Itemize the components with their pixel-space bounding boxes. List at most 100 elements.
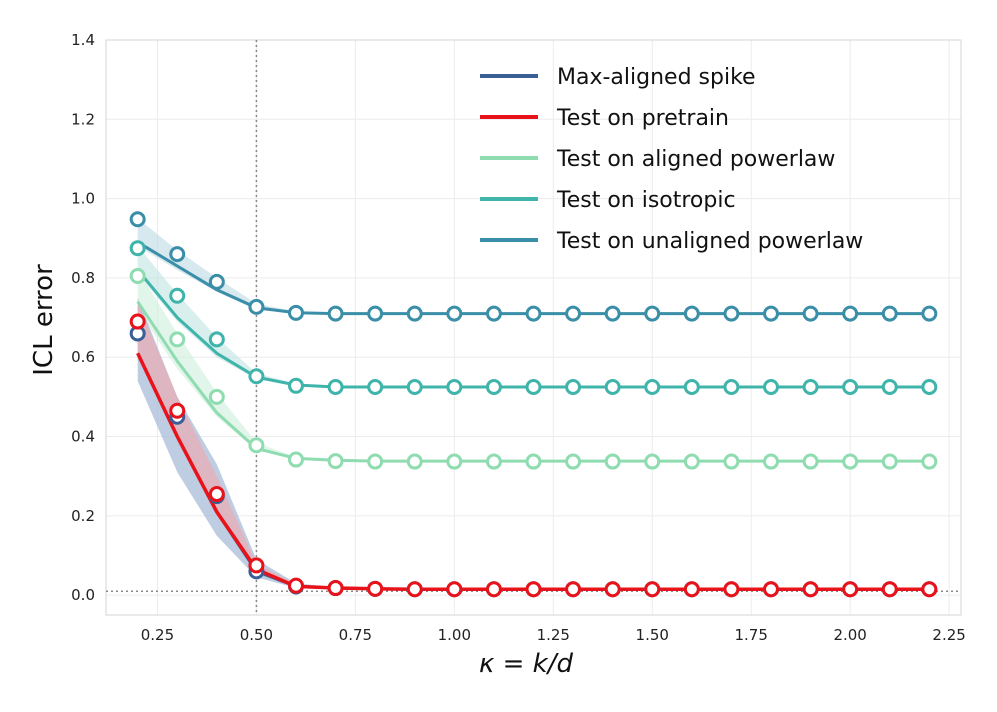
test-on-isotropic-marker xyxy=(288,377,304,394)
test-on-pretrain-marker xyxy=(921,581,938,598)
legend-label-test-on-isotropic: Test on isotropic xyxy=(556,188,736,213)
x-tick-label: 0.75 xyxy=(339,626,372,644)
test-on-unaligned-powerlaw-marker xyxy=(881,305,898,322)
test-on-pretrain-marker xyxy=(723,581,740,598)
x-tick-label: 1.00 xyxy=(438,626,471,644)
x-tick-label: 1.50 xyxy=(636,626,669,644)
test-on-pretrain-marker xyxy=(288,577,304,594)
test-on-pretrain-marker xyxy=(683,581,700,598)
test-on-aligned-powerlaw-marker xyxy=(525,453,542,470)
series-markers xyxy=(129,211,938,598)
test-on-pretrain-marker xyxy=(327,580,344,597)
test-on-unaligned-powerlaw-marker xyxy=(248,298,265,315)
test-on-pretrain-marker xyxy=(842,581,859,598)
test-on-isotropic-marker xyxy=(485,378,502,395)
test-on-pretrain-marker xyxy=(129,313,146,330)
test-on-isotropic-marker xyxy=(921,378,938,395)
test-on-pretrain-marker xyxy=(604,581,621,598)
test-on-aligned-powerlaw-marker xyxy=(248,437,265,454)
reference-lines xyxy=(106,40,961,615)
test-on-pretrain-marker xyxy=(763,581,779,598)
test-on-isotropic-marker xyxy=(248,368,265,385)
test-on-pretrain-marker xyxy=(169,402,186,419)
test-on-aligned-powerlaw-marker xyxy=(842,453,859,470)
test-on-unaligned-powerlaw-marker xyxy=(525,305,542,322)
test-on-aligned-powerlaw-marker xyxy=(763,453,779,470)
test-on-unaligned-powerlaw-marker xyxy=(367,305,384,322)
test-on-aligned-powerlaw-marker xyxy=(485,453,502,470)
test-on-aligned-powerlaw-marker xyxy=(921,453,938,470)
test-on-unaligned-powerlaw-marker xyxy=(288,304,304,321)
x-axis-label: κ = k/d xyxy=(479,649,573,679)
test-on-aligned-powerlaw-marker xyxy=(723,453,740,470)
test-on-isotropic-marker xyxy=(763,378,779,395)
test-on-unaligned-powerlaw-marker xyxy=(406,305,423,322)
test-on-unaligned-powerlaw-marker xyxy=(129,211,146,228)
test-on-pretrain-marker xyxy=(446,581,463,598)
legend-label-test-on-aligned-powerlaw: Test on aligned powerlaw xyxy=(556,147,835,172)
test-on-aligned-powerlaw-marker xyxy=(683,453,700,470)
plot-frame xyxy=(105,39,962,616)
test-on-isotropic-marker xyxy=(129,240,146,257)
test-on-aligned-powerlaw-marker xyxy=(129,267,146,284)
test-on-unaligned-powerlaw-marker xyxy=(644,305,661,322)
test-on-aligned-powerlaw-marker xyxy=(604,453,621,470)
test-on-isotropic-marker xyxy=(169,287,186,304)
test-on-aligned-powerlaw-marker xyxy=(565,453,582,470)
y-tick-label: 1.2 xyxy=(71,110,95,128)
test-on-isotropic-marker xyxy=(208,331,225,348)
test-on-isotropic-marker xyxy=(327,378,344,395)
test-on-unaligned-powerlaw-marker xyxy=(565,305,582,322)
y-tick-label: 1.4 xyxy=(71,31,95,49)
test-on-aligned-powerlaw-marker xyxy=(169,331,186,348)
test-on-pretrain-marker xyxy=(802,581,819,598)
test-on-isotropic-marker xyxy=(446,378,463,395)
x-tick-label: 1.75 xyxy=(735,626,768,644)
test-on-isotropic-marker xyxy=(683,378,700,395)
legend-label-max-aligned-spike: Max-aligned spike xyxy=(557,65,756,90)
test-on-unaligned-powerlaw-marker xyxy=(169,246,186,263)
test-on-isotropic-marker xyxy=(881,378,898,395)
test-on-unaligned-powerlaw-marker xyxy=(446,305,463,322)
test-on-pretrain-marker xyxy=(248,557,265,574)
test-on-unaligned-powerlaw-marker xyxy=(723,305,740,322)
test-on-isotropic-marker xyxy=(367,378,384,395)
test-on-unaligned-powerlaw-marker xyxy=(485,305,502,322)
test-on-aligned-powerlaw-marker xyxy=(208,388,225,405)
test-on-pretrain-marker xyxy=(406,581,423,598)
test-on-aligned-powerlaw-marker xyxy=(327,453,344,470)
test-on-pretrain-marker xyxy=(485,581,502,598)
test-on-aligned-powerlaw-marker xyxy=(446,453,463,470)
test-on-isotropic-marker xyxy=(525,378,542,395)
test-on-isotropic-marker xyxy=(565,378,582,395)
y-tick-label: 0.6 xyxy=(71,348,95,366)
test-on-pretrain-marker xyxy=(565,581,582,598)
test-on-aligned-powerlaw-marker xyxy=(367,453,384,470)
test-on-pretrain-marker xyxy=(208,486,225,503)
test-on-isotropic-marker xyxy=(723,378,740,395)
y-tick-label: 0.8 xyxy=(71,269,95,287)
test-on-isotropic-marker xyxy=(644,378,661,395)
test-on-isotropic-marker xyxy=(604,378,621,395)
tick-labels: 0.25 0.50 0.75 1.00 1.25 1.50 1.75 2.00 2.25 0.0 0… xyxy=(71,31,966,644)
legend-label-test-on-pretrain: Test on pretrain xyxy=(556,106,729,131)
test-on-unaligned-powerlaw-marker xyxy=(802,305,819,322)
test-on-unaligned-powerlaw-marker xyxy=(327,305,344,322)
legend: Max-aligned spike Test on pretrain Test on… xyxy=(480,65,863,254)
test-on-aligned-powerlaw-marker xyxy=(288,451,304,468)
test-on-pretrain-marker xyxy=(367,580,384,597)
test-on-aligned-powerlaw-marker xyxy=(644,453,661,470)
test-on-unaligned-powerlaw-marker xyxy=(683,305,700,322)
test-on-unaligned-powerlaw-marker xyxy=(763,305,779,322)
x-tick-label: 0.50 xyxy=(240,626,273,644)
test-on-aligned-powerlaw-marker xyxy=(802,453,819,470)
test-on-pretrain-marker xyxy=(644,581,661,598)
x-tick-label: 2.00 xyxy=(833,626,866,644)
x-tick-label: 0.25 xyxy=(141,626,174,644)
x-tick-label: 2.25 xyxy=(932,626,965,644)
y-tick-label: 0.4 xyxy=(71,428,95,446)
legend-label-test-on-unaligned-powerlaw: Test on unaligned powerlaw xyxy=(556,229,863,254)
test-on-isotropic-marker xyxy=(842,378,859,395)
test-on-isotropic-marker xyxy=(406,378,423,395)
